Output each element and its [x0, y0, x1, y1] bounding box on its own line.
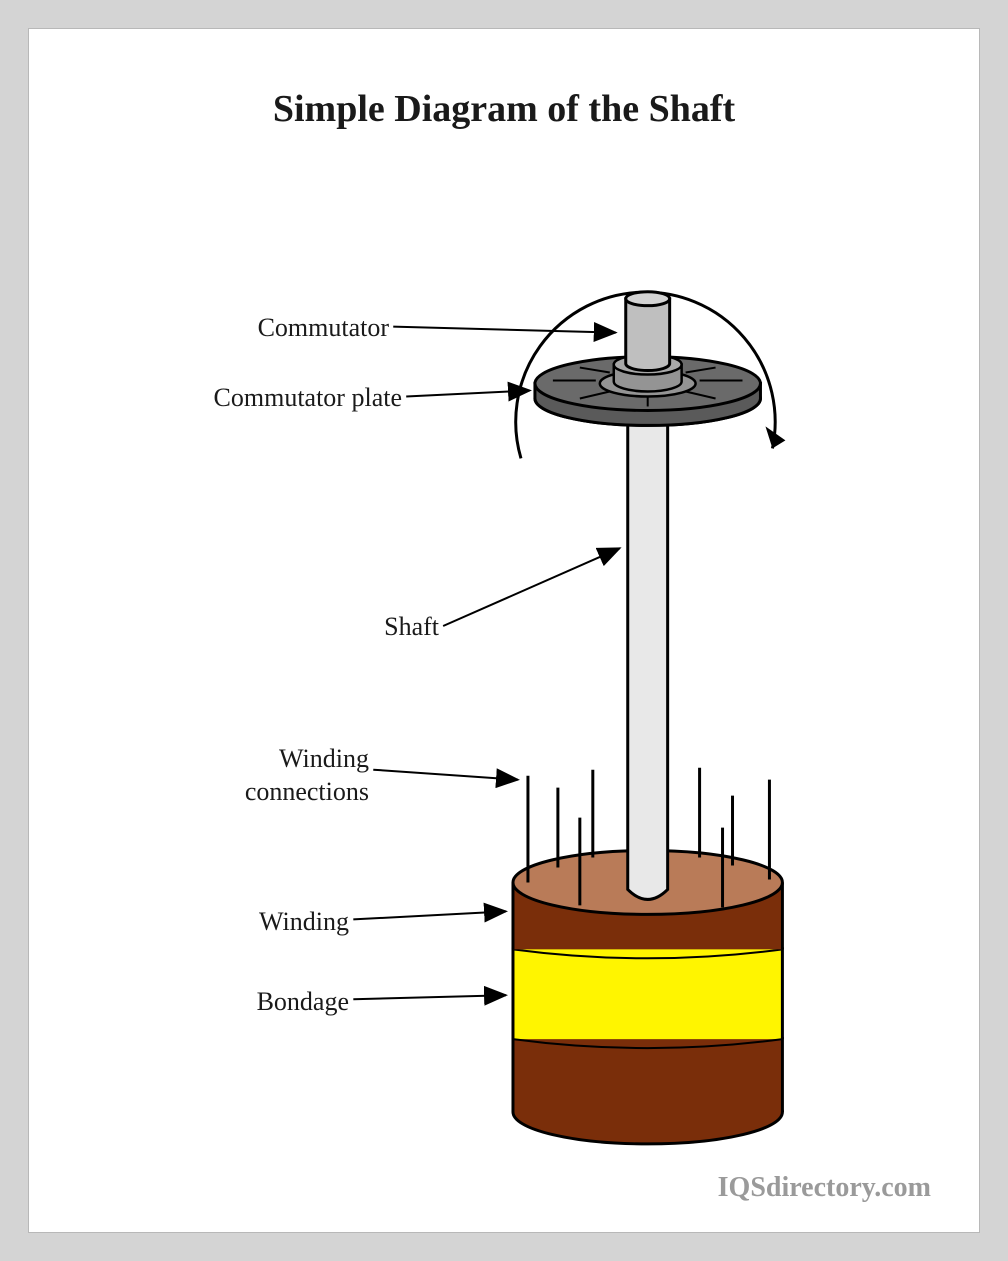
commutator-cylinder-body	[626, 299, 670, 371]
arrow-commutator	[393, 327, 616, 333]
arrow-commutator-plate	[406, 391, 530, 397]
label-winding-connections: Winding connections	[139, 743, 369, 808]
arrow-winding	[353, 911, 506, 919]
arrow-bondage	[353, 995, 506, 999]
arrow-winding-connections	[373, 770, 518, 780]
label-winding: Winding	[184, 907, 349, 937]
watermark: IQSdirectory.com	[718, 1172, 931, 1204]
label-shaft: Shaft	[289, 612, 439, 642]
shaft-body	[628, 398, 668, 899]
arrow-shaft	[443, 548, 620, 626]
label-commutator-plate: Commutator plate	[124, 383, 402, 413]
bondage-band	[513, 947, 782, 1039]
label-commutator: Commutator	[174, 313, 389, 343]
diagram-frame: Simple Diagram of the Shaft	[28, 28, 980, 1233]
label-bondage: Bondage	[184, 987, 349, 1017]
commutator-cylinder-top	[626, 292, 670, 306]
shaft-diagram-svg	[29, 29, 979, 1232]
